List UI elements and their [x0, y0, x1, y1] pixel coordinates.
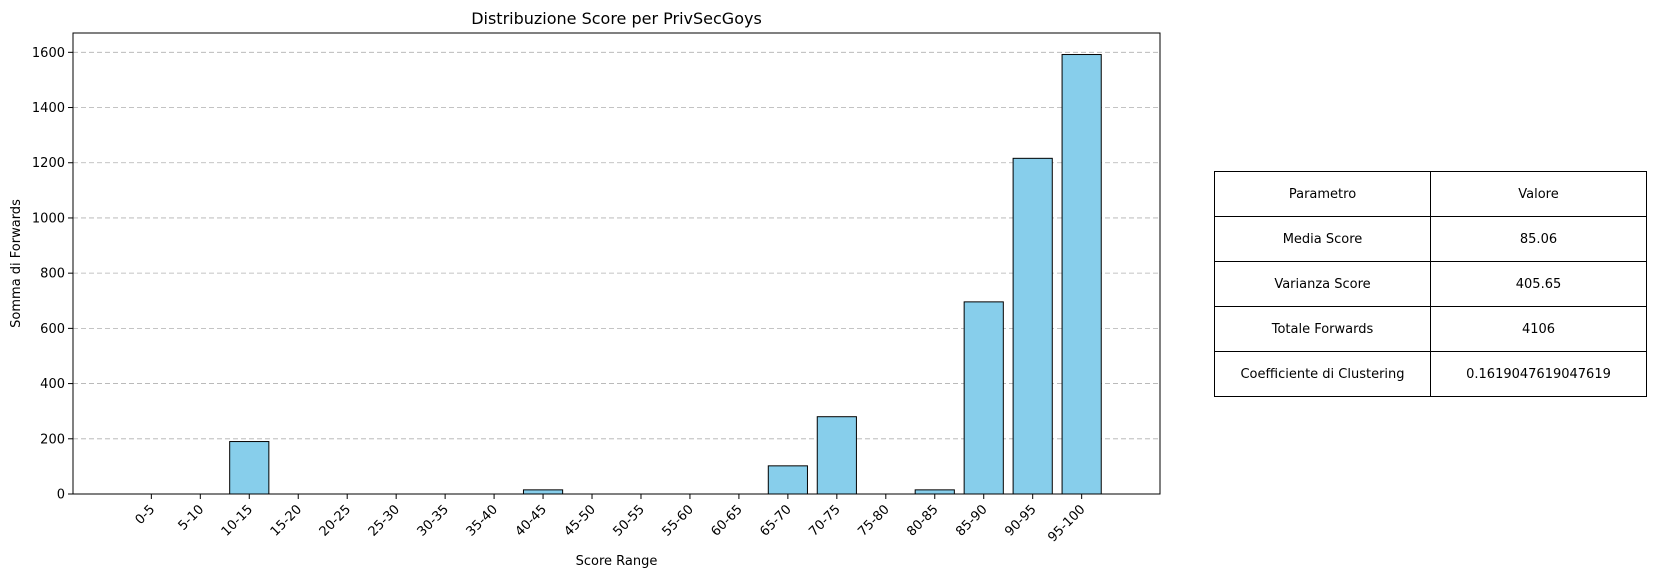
- x-tick-label: 40-45: [513, 502, 550, 539]
- y-tick-label: 800: [40, 267, 65, 282]
- table-row: Totale Forwards 4106: [1214, 306, 1647, 352]
- bar: [767, 465, 808, 495]
- x-tick-label: 60-65: [708, 502, 745, 539]
- table-header-cell: Valore: [1430, 171, 1647, 217]
- table-cell-value: 4106: [1430, 306, 1647, 352]
- x-axis-ticks: 0-5 5-10 10-15 15-20 20-25 25-30 30-35 35-40 40-…: [133, 494, 1088, 545]
- bar: [914, 489, 955, 495]
- y-tick-label: 1200: [32, 156, 65, 171]
- table-cell-parameter: Varianza Score: [1214, 261, 1431, 307]
- plot-frame: [72, 32, 1161, 495]
- table-header-row: Parametro Valore: [1214, 171, 1647, 217]
- x-tick-label: 0-5: [133, 502, 159, 528]
- bars: [229, 54, 1102, 495]
- x-tick-label: 70-75: [806, 502, 843, 539]
- x-tick-label: 85-90: [953, 502, 990, 539]
- x-tick-label: 45-50: [562, 502, 599, 539]
- x-tick-label: 80-85: [904, 502, 941, 539]
- bar: [816, 416, 857, 495]
- x-tick-label: 30-35: [415, 502, 452, 539]
- x-tick-label: 25-30: [366, 502, 403, 539]
- table-cell-parameter: Totale Forwards: [1214, 306, 1431, 352]
- x-tick-label: 10-15: [219, 502, 256, 539]
- x-tick-label: 65-70: [757, 502, 794, 539]
- bar: [1012, 157, 1053, 495]
- y-tick-label: 0: [57, 488, 65, 503]
- x-tick-label: 35-40: [464, 502, 501, 539]
- table-row: Varianza Score 405.65: [1214, 261, 1647, 307]
- x-tick-label: 20-25: [317, 502, 354, 539]
- x-tick-label: 50-55: [610, 502, 647, 539]
- y-tick-label: 1400: [32, 101, 65, 116]
- x-tick-label: 5-10: [176, 502, 207, 533]
- table-cell-parameter: Coefficiente di Clustering: [1214, 351, 1431, 397]
- table-row: Coefficiente di Clustering 0.16190476190…: [1214, 351, 1647, 397]
- y-tick-label: 400: [40, 377, 65, 392]
- bar: [1061, 54, 1102, 495]
- bar: [963, 301, 1004, 495]
- bar: [522, 489, 564, 495]
- y-tick-label: 1600: [32, 46, 65, 61]
- table-header-cell: Parametro: [1214, 171, 1431, 217]
- table-cell-value: 405.65: [1430, 261, 1647, 307]
- table-row: Media Score 85.06: [1214, 216, 1647, 262]
- x-tick-label: 75-80: [855, 502, 892, 539]
- y-tick-label: 600: [40, 322, 65, 337]
- x-tick-label: 90-95: [1002, 502, 1039, 539]
- table-cell-value: 0.1619047619047619: [1430, 351, 1647, 397]
- x-axis-label: Score Range: [576, 554, 658, 569]
- table-cell-value: 85.06: [1430, 216, 1647, 262]
- bar: [229, 441, 270, 495]
- y-tick-label: 1000: [32, 211, 65, 226]
- x-tick-label: 15-20: [268, 502, 305, 539]
- y-tick-label: 200: [40, 432, 65, 447]
- stats-table: Parametro Valore Media Score 85.06 Varia…: [1214, 171, 1647, 397]
- x-tick-label: 55-60: [659, 502, 696, 539]
- chart-title: Distribuzione Score per PrivSecGoys: [471, 9, 762, 28]
- table-cell-parameter: Media Score: [1214, 216, 1431, 262]
- y-axis-label: Somma di Forwards: [9, 199, 24, 328]
- x-tick-label: 95-100: [1045, 502, 1088, 545]
- y-axis-ticks: 0 200 400 600 800 1000 1200 1400 1600: [32, 46, 73, 503]
